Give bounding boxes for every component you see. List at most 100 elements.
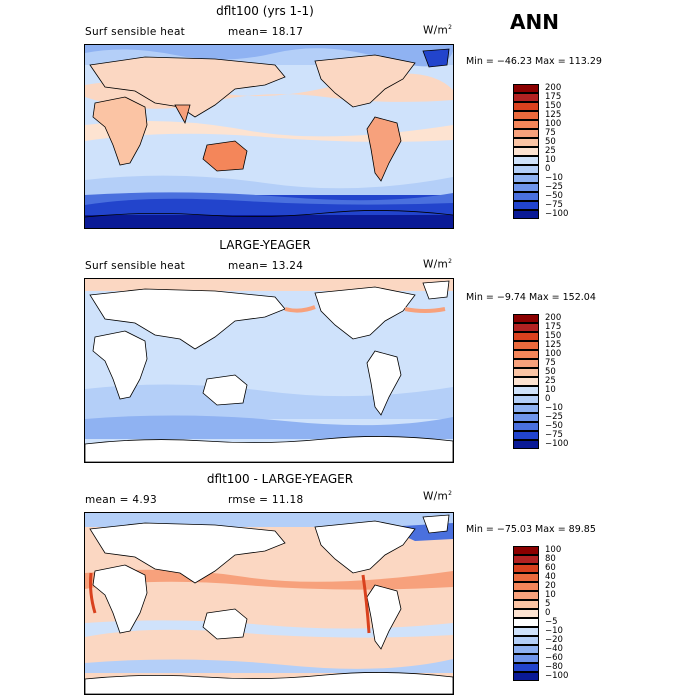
colorbar-swatch [513, 564, 539, 573]
colorbar-swatch [513, 138, 539, 147]
colorbar-swatch [513, 341, 539, 350]
colorbar-swatch [513, 582, 539, 591]
colorbar-label: −10 [545, 403, 563, 413]
colorbar-swatch [513, 156, 539, 165]
colorbar-label: 50 [545, 367, 556, 377]
colorbar-swatch [513, 395, 539, 404]
colorbar-label: −25 [545, 182, 563, 192]
colorbar-swatch [513, 165, 539, 174]
panel2-title: LARGE-YEAGER [219, 238, 311, 252]
colorbar-swatch [513, 323, 539, 332]
colorbar-label: −10 [545, 173, 563, 183]
colorbar-swatch [513, 555, 539, 564]
panel2-colorbar: 200 175 150 125 100 75 50 25 10 0 −10 −25 −50 −75 −100 [513, 314, 573, 454]
panel3-mean: mean = 4.93 [85, 494, 157, 506]
panel1-field-label: Surf sensible heat [85, 26, 186, 38]
colorbar-swatch [513, 120, 539, 129]
colorbar-label: −25 [545, 412, 563, 422]
panel2-minmax: Min = −9.74 Max = 152.04 [466, 292, 596, 303]
panel1-minmax: Min = −46.23 Max = 113.29 [466, 56, 602, 67]
colorbar-swatch [513, 600, 539, 609]
colorbar-label: −50 [545, 191, 563, 201]
colorbar-swatch [513, 314, 539, 323]
colorbar-label: 0 [545, 164, 551, 174]
panel3-minmax: Min = −75.03 Max = 89.85 [466, 524, 596, 535]
colorbar-label: 0 [545, 394, 551, 404]
colorbar-label: 175 [545, 322, 562, 332]
colorbar-label: 60 [545, 563, 556, 573]
panel3-units: W/m2 [423, 490, 453, 503]
colorbar-label: 25 [545, 146, 556, 156]
colorbar-label: 5 [545, 599, 551, 609]
colorbar-label: −100 [545, 209, 569, 219]
colorbar-swatch [513, 440, 539, 449]
panel2-units: W/m2 [423, 258, 453, 271]
colorbar-swatch [513, 404, 539, 413]
colorbar-label: 75 [545, 358, 556, 368]
colorbar-label: −75 [545, 200, 563, 210]
colorbar-label: 25 [545, 376, 556, 386]
colorbar-swatch [513, 174, 539, 183]
colorbar-swatch [513, 377, 539, 386]
colorbar-swatch [513, 591, 539, 600]
colorbar-label: −60 [545, 653, 563, 663]
colorbar-swatch [513, 386, 539, 395]
colorbar-swatch [513, 672, 539, 681]
panel1-title: dflt100 (yrs 1-1) [216, 4, 314, 18]
colorbar-label: 0 [545, 608, 551, 618]
colorbar-swatch [513, 192, 539, 201]
colorbar-label: −50 [545, 421, 563, 431]
colorbar-label: −100 [545, 671, 569, 681]
colorbar-swatch [513, 332, 539, 341]
colorbar-swatch [513, 573, 539, 582]
colorbar-label: 200 [545, 83, 562, 93]
colorbar-swatch [513, 368, 539, 377]
colorbar-label: 75 [545, 128, 556, 138]
panel1-colorbar: 200 175 150 125 100 75 50 25 10 0 −10 −25 −50 −75 −100 [513, 84, 573, 224]
colorbar-swatch [513, 618, 539, 627]
colorbar-swatch [513, 636, 539, 645]
colorbar-label: 20 [545, 581, 556, 591]
colorbar-label: −40 [545, 644, 563, 654]
colorbar-swatch [513, 210, 539, 219]
colorbar-label: 100 [545, 119, 562, 129]
colorbar-swatch [513, 183, 539, 192]
colorbar-swatch [513, 201, 539, 210]
colorbar-label: −100 [545, 439, 569, 449]
colorbar-label: −5 [545, 617, 558, 627]
colorbar-label: 125 [545, 340, 562, 350]
colorbar-swatch [513, 413, 539, 422]
colorbar-swatch [513, 111, 539, 120]
colorbar-swatch [513, 147, 539, 156]
panel1-map [84, 44, 454, 229]
colorbar-swatch [513, 609, 539, 618]
colorbar-label: 125 [545, 110, 562, 120]
colorbar-label: 150 [545, 101, 562, 111]
colorbar-label: 10 [545, 590, 556, 600]
colorbar-label: −10 [545, 626, 563, 636]
panel3-colorbar: 100 80 60 40 20 10 5 0 −5 −10 −20 −40 −60 −80 −100 [513, 546, 573, 686]
panel3-map [84, 512, 454, 695]
colorbar-swatch [513, 102, 539, 111]
colorbar-swatch [513, 654, 539, 663]
colorbar-swatch [513, 129, 539, 138]
colorbar-label: 40 [545, 572, 556, 582]
colorbar-swatch [513, 431, 539, 440]
colorbar-label: 100 [545, 545, 562, 555]
panel2-mean: mean= 13.24 [228, 260, 304, 272]
colorbar-swatch [513, 627, 539, 636]
panel1-units: W/m2 [423, 24, 453, 37]
colorbar-swatch [513, 663, 539, 672]
colorbar-label: 10 [545, 385, 556, 395]
colorbar-swatch [513, 84, 539, 93]
colorbar-label: 80 [545, 554, 556, 564]
colorbar-label: 50 [545, 137, 556, 147]
season-label: ANN [510, 10, 559, 34]
colorbar-label: 10 [545, 155, 556, 165]
panel2-map [84, 278, 454, 463]
colorbar-label: 175 [545, 92, 562, 102]
colorbar-swatch [513, 546, 539, 555]
panel3-rmse: rmse = 11.18 [228, 494, 304, 506]
colorbar-label: −75 [545, 430, 563, 440]
colorbar-label: −20 [545, 635, 563, 645]
